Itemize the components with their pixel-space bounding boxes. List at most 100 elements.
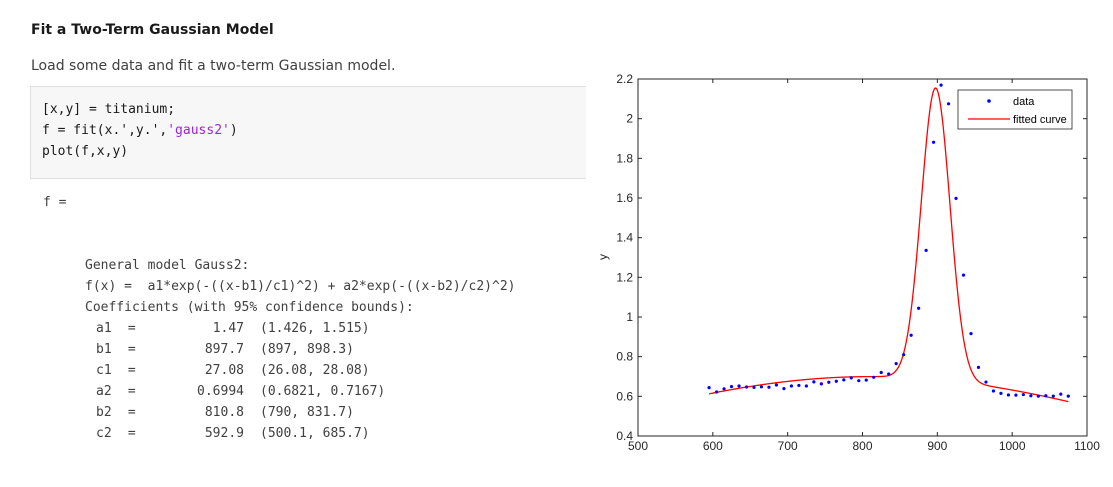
data-point — [797, 383, 801, 388]
data-point — [954, 196, 958, 200]
y-tick-label: 1.6 — [616, 191, 633, 205]
legend-box — [957, 89, 1073, 130]
x-tick-label: 900 — [927, 439, 947, 453]
x-tick-label: 800 — [852, 439, 872, 453]
code-text: [x,y] = titanium; f = fit(x.',y.','gauss… — [42, 99, 238, 162]
code-block: [x,y] = titanium; f = fit(x.',y.','gauss… — [30, 86, 586, 179]
data-point — [782, 386, 786, 391]
data-point — [759, 385, 764, 389]
data-point — [1021, 392, 1025, 397]
data-point — [872, 375, 876, 379]
y-tick-label: 0.8 — [616, 350, 633, 364]
data-point — [991, 389, 996, 393]
coefficient-value: 1.47 — [212, 321, 244, 336]
data-point — [804, 384, 808, 388]
data-point — [729, 385, 734, 389]
data-point — [894, 362, 898, 366]
coefficient-name: b2 — [96, 405, 112, 420]
data-point — [999, 391, 1003, 395]
data-point — [1036, 394, 1040, 398]
x-tick-label: 1000 — [999, 439, 1026, 453]
section-description: Load some data and fit a two-term Gaussi… — [31, 58, 396, 74]
y-tick-label: 2.2 — [616, 72, 633, 86]
data-point — [737, 384, 741, 388]
output-equation-line: f(x) = a1*exp(-((x-b1)/c1)^2) + a2*exp(-… — [85, 279, 516, 294]
data-point — [931, 140, 936, 144]
coefficient-row-a2: a2 = 0.6994 (0.6821, 0.7167) — [85, 381, 515, 402]
coefficient-name: c1 — [96, 363, 112, 378]
data-point — [976, 365, 981, 369]
data-point — [744, 385, 749, 389]
coefficient-list: a1 = 1.47 (1.426, 1.515) b1 = 897.7 (897, 898… — [43, 318, 515, 444]
y-axis-label: y — [596, 254, 610, 260]
data-point — [902, 353, 906, 357]
coefficient-value: 592.9 — [204, 426, 244, 441]
coefficient-bounds: (0.6821, 0.7167) — [260, 384, 386, 399]
data-point — [969, 332, 973, 336]
coefficient-bounds: (500.1, 685.7) — [260, 426, 370, 441]
fit-plot: 500 600 700 800 900 1000 1100 0.4 0.6 0.8 1 1.2 1.4 1… — [596, 72, 1100, 453]
data-point — [722, 387, 726, 391]
output-var-line: f = — [43, 195, 67, 210]
data-point — [834, 379, 838, 383]
data-point — [842, 378, 846, 382]
code-line-2-post: ) — [229, 123, 238, 138]
coefficient-value: 810.8 — [204, 405, 244, 420]
x-tick-label: 1100 — [1074, 439, 1100, 453]
coefficient-name: b1 — [96, 342, 112, 357]
code-line-1: [x,y] = titanium; — [42, 102, 176, 117]
legend-data-marker — [987, 99, 991, 103]
y-tick-label: 1.8 — [616, 151, 633, 165]
section-heading: Fit a Two-Term Gaussian Model — [31, 22, 274, 38]
data-point — [789, 384, 794, 388]
y-tick-label: 1.4 — [616, 231, 633, 245]
legend: data fitted curve — [957, 89, 1073, 130]
data-point — [879, 370, 883, 375]
data-point — [864, 378, 868, 382]
data-point — [1066, 394, 1070, 398]
coefficient-name: c2 — [96, 426, 112, 441]
coefficient-equals: = — [120, 321, 136, 336]
coefficient-bounds: (1.426, 1.515) — [260, 321, 370, 336]
coefficient-bounds: (26.08, 28.08) — [260, 363, 370, 378]
command-output: f = General model Gauss2: f(x) = a1*exp(… — [43, 192, 515, 444]
data-point — [909, 333, 913, 337]
data-point — [857, 379, 861, 383]
data-point — [1029, 394, 1033, 398]
y-tick-label: 2 — [626, 112, 633, 126]
code-string-gauss2: 'gauss2' — [167, 123, 230, 138]
data-point — [917, 306, 921, 310]
data-point — [939, 83, 943, 87]
data-point — [984, 380, 988, 384]
data-point — [1014, 393, 1018, 397]
data-point — [1006, 393, 1011, 397]
y-tick-label: 0.6 — [616, 389, 633, 403]
x-tick-label: 600 — [703, 439, 723, 453]
data-point — [827, 380, 831, 384]
coefficient-value: 0.6994 — [197, 384, 244, 399]
coefficient-name: a1 — [96, 321, 112, 336]
coefficient-bounds: (790, 831.7) — [260, 405, 354, 420]
data-point — [1051, 394, 1055, 398]
coefficient-equals: = — [120, 363, 136, 378]
data-point — [887, 372, 891, 376]
output-coef-header: Coefficients (with 95% confidence bounds… — [85, 300, 414, 315]
coefficient-equals: = — [120, 405, 136, 420]
coefficient-equals: = — [120, 426, 136, 441]
coefficient-equals: = — [120, 342, 136, 357]
coefficient-name: a2 — [96, 384, 112, 399]
data-point — [924, 248, 928, 252]
data-point — [714, 390, 719, 394]
y-tick-label: 1 — [626, 310, 633, 324]
legend-label-data: data — [1013, 96, 1035, 108]
code-line-3: plot(f,x,y) — [42, 144, 129, 159]
x-tick-label: 500 — [628, 439, 648, 453]
y-tick-label: 0.4 — [616, 429, 633, 443]
coefficient-equals: = — [120, 384, 136, 399]
x-tick-label: 700 — [778, 439, 798, 453]
coefficient-row-b1: b1 = 897.7 (897, 898.3) — [85, 339, 515, 360]
data-point — [767, 385, 771, 389]
coefficient-value: 27.08 — [204, 363, 244, 378]
coefficient-row-c1: c1 = 27.08 (26.08, 28.08) — [85, 360, 515, 381]
coefficient-row-a1: a1 = 1.47 (1.426, 1.515) — [85, 318, 515, 339]
